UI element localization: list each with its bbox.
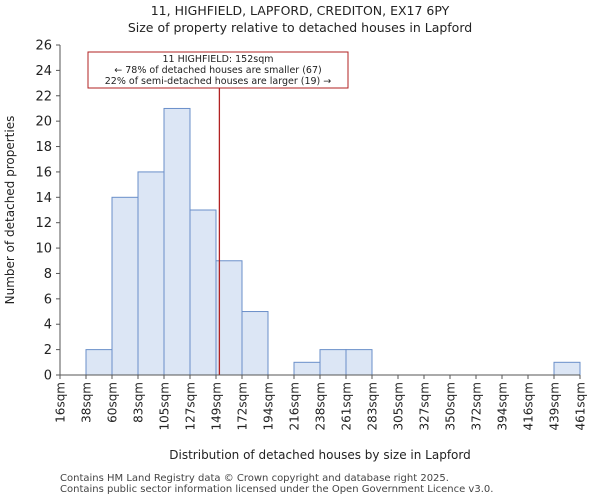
y-tick-label: 26: [35, 39, 52, 54]
y-tick-label: 24: [35, 64, 52, 79]
y-tick-label: 2: [44, 343, 52, 358]
x-tick-label: 372sqm: [470, 382, 484, 430]
annotation-line-2: ← 78% of detached houses are smaller (67…: [114, 65, 321, 76]
histogram-bar: [293, 361, 321, 376]
y-tick-label: 8: [44, 267, 52, 282]
x-tick-label: 105sqm: [158, 382, 172, 430]
x-tick-label: 194sqm: [262, 382, 276, 430]
x-tick-label: 149sqm: [210, 382, 224, 430]
x-tick-label: 172sqm: [236, 382, 250, 430]
histogram-bar: [111, 196, 139, 376]
y-tick-label: 10: [35, 242, 52, 257]
y-tick-label: 0: [44, 369, 52, 384]
y-tick-label: 14: [35, 191, 52, 206]
x-tick-label: 305sqm: [392, 382, 406, 430]
y-tick-label: 12: [35, 216, 52, 231]
histogram-bar: [241, 311, 269, 376]
histogram-bar: [137, 171, 165, 376]
chart-subtitle: Size of property relative to detached ho…: [127, 20, 473, 35]
footer-copyright: Contains HM Land Registry data © Crown c…: [60, 473, 449, 484]
footer-licence: Contains public sector information licen…: [60, 484, 494, 495]
annotation-box: [87, 51, 349, 89]
annotation-line-1: 11 HIGHFIELD: 152sqm: [162, 54, 273, 65]
x-tick-label: 83sqm: [132, 382, 146, 423]
x-tick-label: 283sqm: [366, 382, 380, 430]
x-tick-label: 127sqm: [184, 382, 198, 430]
x-tick-label: 461sqm: [574, 382, 588, 430]
x-tick-label: 60sqm: [106, 382, 120, 423]
y-tick-label: 22: [35, 89, 52, 104]
x-tick-label: 439sqm: [548, 382, 562, 430]
x-tick-label: 261sqm: [340, 382, 354, 430]
histogram-bar: [189, 209, 217, 376]
x-tick-label: 394sqm: [496, 382, 510, 430]
x-tick-label: 416sqm: [522, 382, 536, 430]
x-tick-label: 350sqm: [444, 382, 458, 430]
y-tick-label: 18: [35, 140, 52, 155]
histogram-bar: [319, 349, 347, 376]
x-tick-label: 238sqm: [314, 382, 328, 430]
y-tick-label: 4: [44, 318, 52, 333]
y-tick-label: 20: [35, 115, 52, 130]
y-tick-label: 16: [35, 165, 52, 180]
annotation-line-3: 22% of semi-detached houses are larger (…: [105, 76, 332, 87]
histogram-bar: [345, 349, 373, 376]
x-tick-label: 327sqm: [418, 382, 432, 430]
chart-title: 11, HIGHFIELD, LAPFORD, CREDITON, EX17 6…: [150, 3, 450, 18]
x-tick-label: 38sqm: [80, 382, 94, 423]
x-tick-label: 16sqm: [54, 382, 68, 423]
histogram-bar: [553, 361, 581, 376]
histogram-bar: [163, 107, 191, 376]
histogram-bar: [215, 260, 243, 376]
y-axis-label: Number of detached properties: [3, 116, 17, 305]
histogram-bar: [85, 349, 113, 376]
y-tick-label: 6: [44, 292, 52, 307]
x-axis-label: Distribution of detached houses by size …: [169, 448, 470, 462]
x-tick-label: 216sqm: [288, 382, 302, 430]
